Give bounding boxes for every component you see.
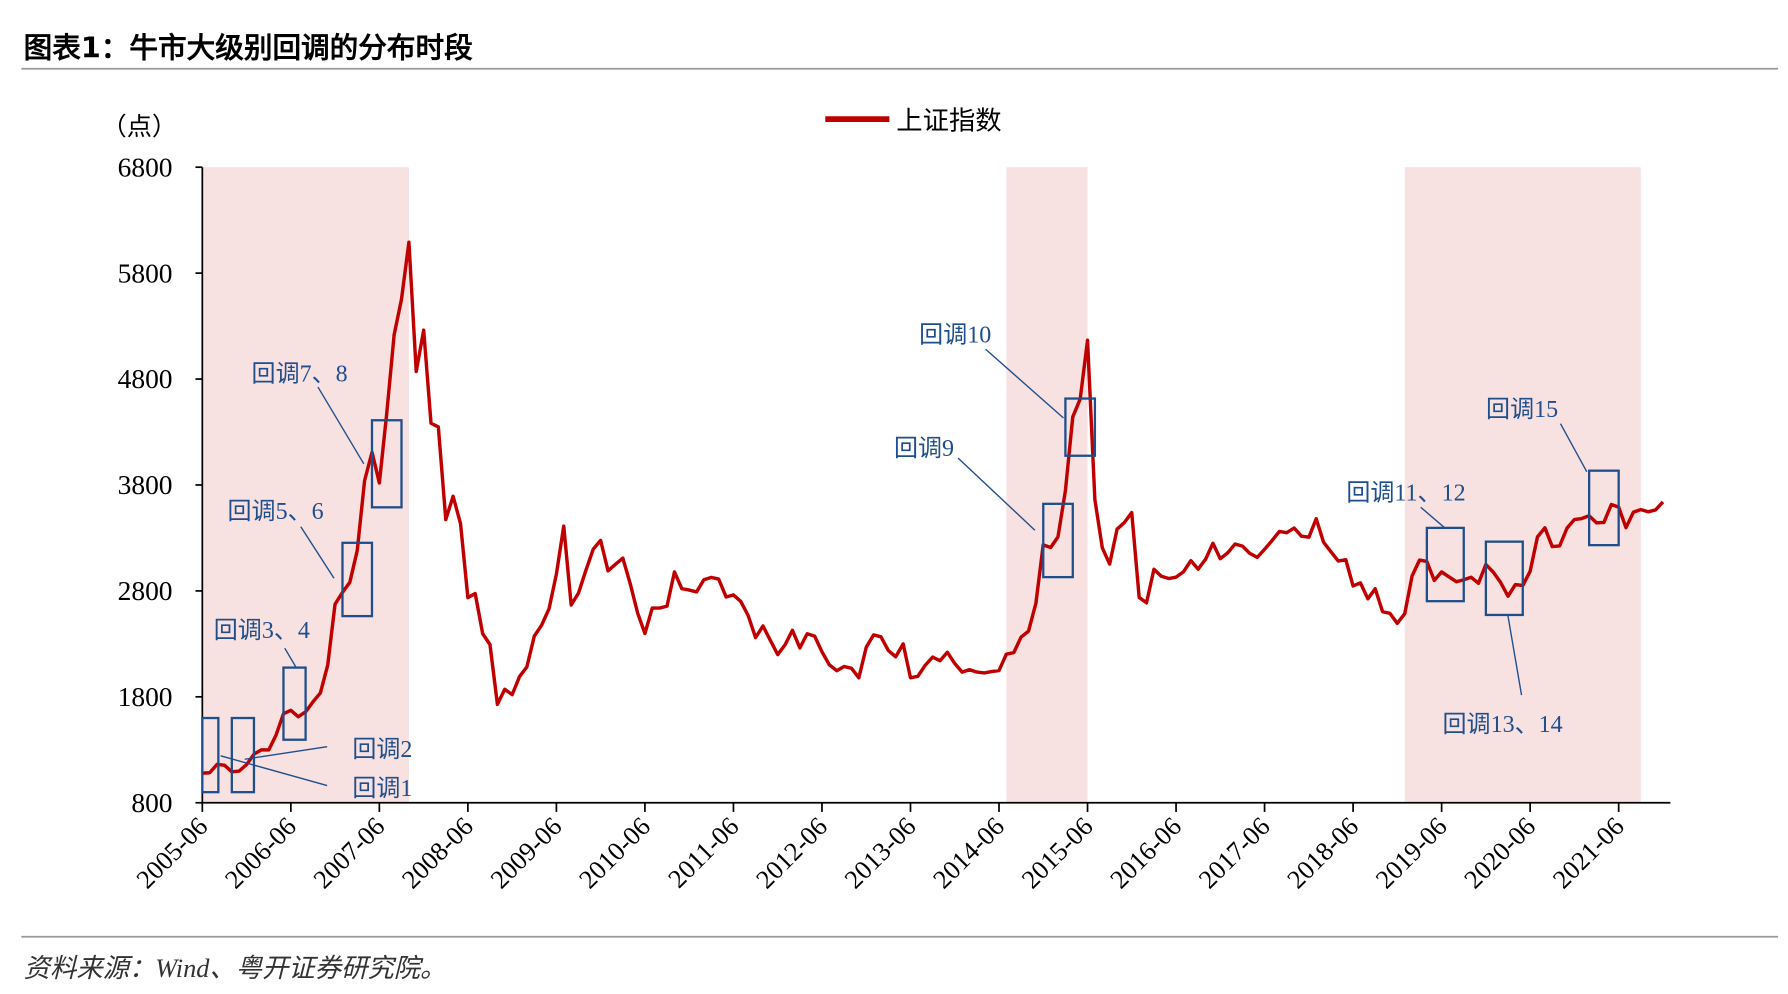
annotation-box-3 bbox=[282, 666, 307, 741]
y-tick-label: 4800 bbox=[118, 364, 173, 394]
y-tick-label: 1800 bbox=[118, 682, 173, 712]
legend-label: 上证指数 bbox=[896, 106, 1001, 136]
y-tick-label: 5800 bbox=[118, 258, 173, 288]
x-tick-label: 2013-06 bbox=[839, 812, 922, 895]
shaded-period-3 bbox=[1404, 167, 1641, 803]
x-tick-label: 2007-06 bbox=[308, 812, 391, 895]
annotation-box-9 bbox=[1484, 540, 1524, 617]
label-pullback-13-14: 回调13、14 bbox=[1443, 711, 1563, 738]
label-pullback-1: 回调1 bbox=[352, 775, 412, 802]
x-tick-label: 2016-06 bbox=[1105, 812, 1188, 895]
leader-15 bbox=[1559, 423, 1588, 473]
annotation-box-4 bbox=[341, 541, 374, 618]
leader-13-14 bbox=[1507, 614, 1523, 696]
annotation-box-2 bbox=[230, 716, 256, 794]
annotation-labels: 回调1 回调2 回调3、4 回调5、6 回调7、8 回调9 回调10 回调11、… bbox=[214, 321, 1563, 801]
x-tick-label: 2010-06 bbox=[573, 812, 656, 895]
annotation-box-8 bbox=[1425, 526, 1465, 603]
label-pullback-15: 回调15 bbox=[1486, 396, 1558, 423]
y-tick-label: 800 bbox=[131, 788, 172, 818]
annotation-box-7 bbox=[1064, 397, 1097, 457]
label-pullback-10: 回调10 bbox=[919, 321, 991, 348]
leader-11-12 bbox=[1420, 506, 1446, 529]
y-tick-label: 6800 bbox=[118, 152, 173, 182]
leader-9 bbox=[957, 457, 1036, 531]
leader-2 bbox=[244, 745, 328, 760]
annotation-box-10 bbox=[1588, 469, 1620, 547]
x-tick-label: 2008-06 bbox=[396, 812, 479, 895]
x-tick-label: 2020-06 bbox=[1459, 812, 1542, 895]
x-tick-label: 2005-06 bbox=[131, 812, 214, 895]
x-tick-label: 2021-06 bbox=[1547, 812, 1630, 895]
shaded-periods bbox=[202, 167, 1641, 803]
label-pullback-5-6: 回调5、6 bbox=[228, 498, 324, 525]
annotation-box-6 bbox=[1042, 502, 1074, 579]
x-axis: 2005-06 2006-06 2007-06 2008-06 2009-06 2010-… bbox=[131, 801, 1671, 895]
annotation-box-5 bbox=[370, 419, 403, 509]
leader-10 bbox=[985, 348, 1064, 419]
x-tick-label: 2012-06 bbox=[751, 812, 834, 895]
x-tick-label: 2009-06 bbox=[485, 812, 568, 895]
annotation-leaders bbox=[220, 348, 1588, 787]
figure-title: 图表1：牛市大级别回调的分布时段 bbox=[24, 30, 473, 64]
y-axis: 800 1800 2800 3800 4800 5800 6800 bbox=[118, 152, 204, 818]
y-axis-unit: （点） bbox=[102, 112, 178, 141]
y-tick-label: 2800 bbox=[118, 576, 173, 606]
x-tick-label: 2019-06 bbox=[1370, 812, 1453, 895]
leader-7-8 bbox=[317, 386, 365, 465]
label-pullback-9: 回调9 bbox=[894, 435, 954, 462]
label-pullback-11-12: 回调11、12 bbox=[1346, 479, 1465, 506]
label-pullback-7-8: 回调7、8 bbox=[252, 360, 348, 387]
x-tick-label: 2014-06 bbox=[928, 812, 1011, 895]
series-line-shanghai-composite bbox=[202, 240, 1665, 775]
shaded-period-2 bbox=[1006, 167, 1088, 803]
annotation-box-1 bbox=[201, 716, 220, 794]
label-pullback-2: 回调2 bbox=[352, 736, 412, 763]
x-tick-label: 2011-06 bbox=[663, 812, 745, 894]
leader-5-6 bbox=[300, 526, 335, 579]
x-tick-label: 2018-06 bbox=[1282, 812, 1365, 895]
x-tick-label: 2006-06 bbox=[219, 812, 302, 895]
x-tick-label: 2017-06 bbox=[1193, 812, 1276, 895]
label-pullback-3-4: 回调3、4 bbox=[214, 617, 310, 644]
y-tick-label: 3800 bbox=[118, 470, 173, 500]
annotation-boxes bbox=[201, 397, 1620, 794]
source-note: 资料来源：Wind、粤开证券研究院。 bbox=[24, 954, 447, 983]
leader-1 bbox=[220, 755, 328, 787]
x-tick-label: 2015-06 bbox=[1016, 812, 1099, 895]
leader-3-4 bbox=[284, 647, 297, 668]
legend: 上证指数 bbox=[825, 106, 1002, 136]
